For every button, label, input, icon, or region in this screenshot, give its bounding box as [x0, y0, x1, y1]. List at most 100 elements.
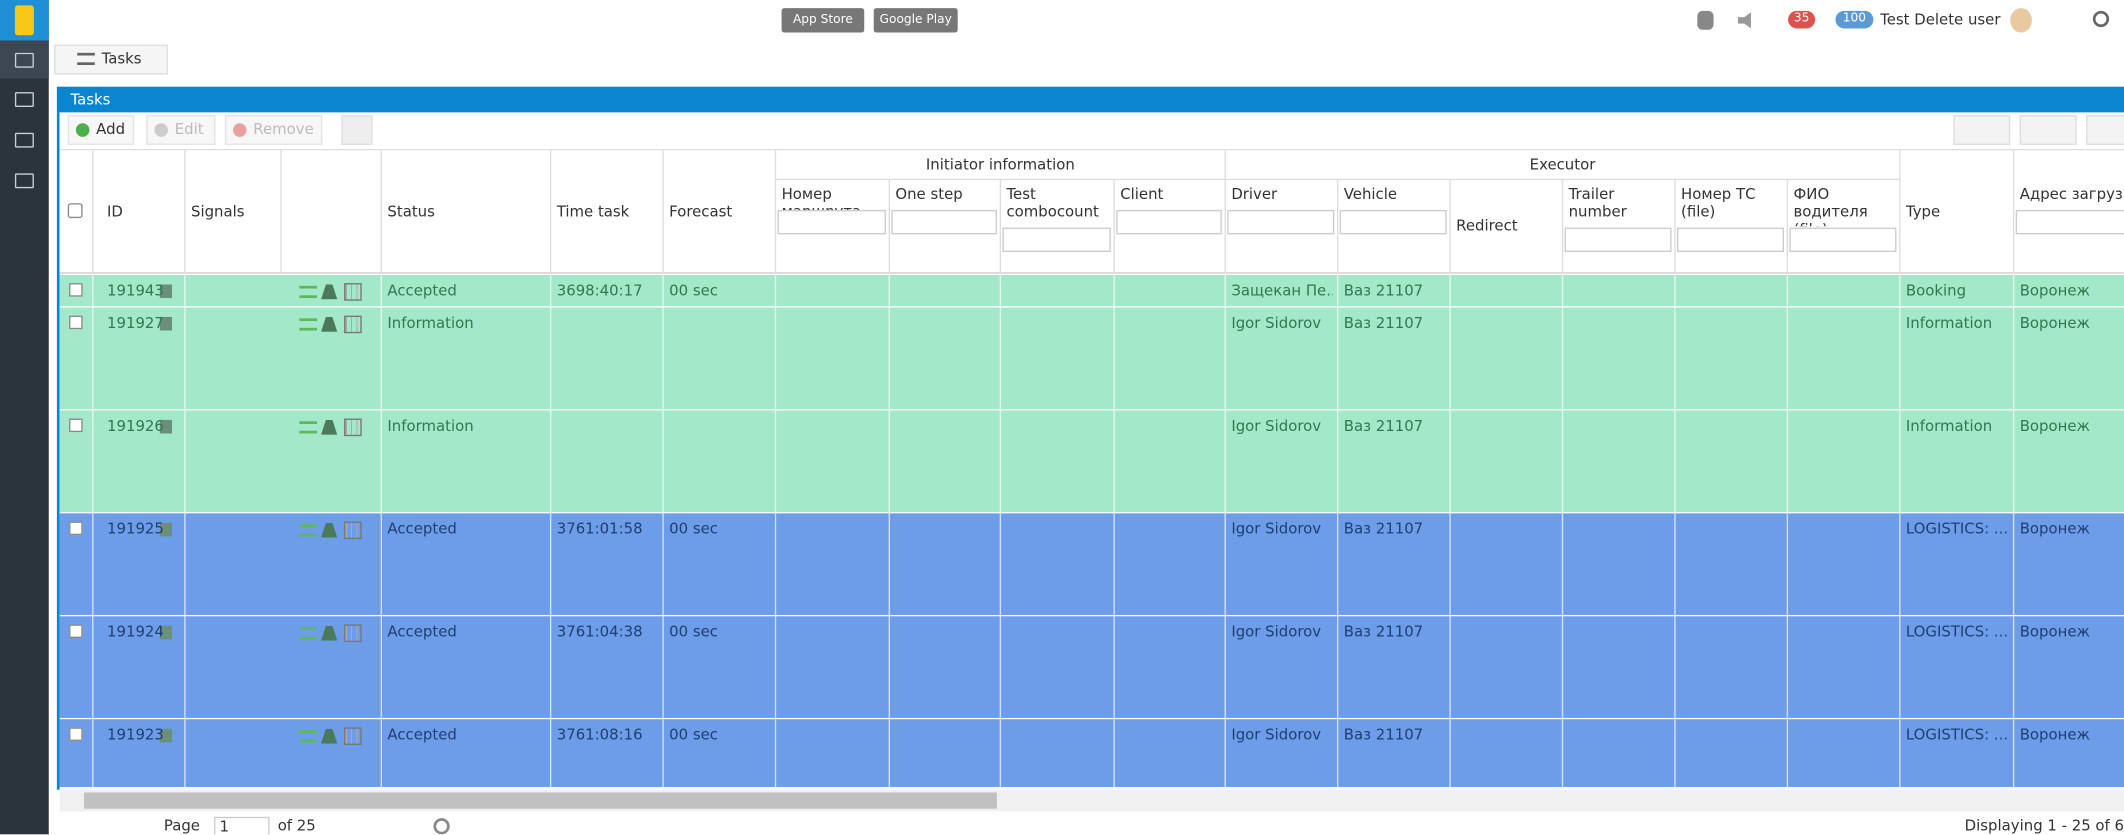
cell-separator — [184, 616, 186, 720]
cell-separator — [1561, 274, 1564, 308]
remove-button[interactable]: Remove — [224, 115, 323, 145]
calc-icon — [344, 283, 362, 301]
copy-icon — [159, 522, 173, 537]
copy-icon — [159, 728, 173, 743]
nav-icon[interactable] — [14, 173, 34, 189]
nav-active — [0, 40, 49, 79]
app-store-badge[interactable]: App Store — [781, 8, 865, 33]
column-separator — [92, 150, 94, 274]
select-all[interactable] — [67, 203, 83, 219]
row-checkbox[interactable] — [69, 418, 83, 433]
column-header[interactable]: Type — [1905, 203, 1941, 221]
filter-input[interactable] — [1789, 227, 1897, 252]
messages-badge[interactable]: 100 — [1835, 10, 1874, 29]
filter-input[interactable] — [1676, 227, 1784, 252]
cell: Воронеж — [2019, 623, 2090, 641]
row-checkbox[interactable] — [69, 315, 83, 330]
tab[interactable]: Tasks — [54, 44, 168, 75]
column-separator — [999, 180, 1002, 274]
notifications-badge[interactable]: 35 — [1788, 10, 1816, 29]
column-header[interactable]: Driver — [1231, 185, 1278, 204]
cell: Ваз 21107 — [1343, 281, 1424, 300]
nav-icon[interactable] — [14, 132, 34, 148]
cell-separator — [1899, 307, 1901, 411]
page-input[interactable]: 1 — [214, 816, 270, 835]
cell-separator — [999, 513, 1002, 617]
column-separator — [1561, 180, 1564, 274]
cell: Ваз 21107 — [1343, 520, 1424, 538]
row-checkbox[interactable] — [69, 727, 83, 741]
column-header[interactable]: Redirect — [1456, 216, 1518, 235]
pager-label: Page — [163, 816, 200, 835]
row-checkbox[interactable] — [69, 283, 83, 297]
group-header: Executor — [1224, 150, 1900, 181]
filter-input[interactable] — [777, 209, 886, 235]
db-icon[interactable] — [1697, 10, 1714, 30]
cell-separator — [1786, 616, 1789, 720]
column-header[interactable]: Status — [387, 203, 435, 221]
column-header[interactable]: Номер ТС (file) — [1681, 185, 1756, 221]
cell-separator — [2012, 513, 2015, 617]
row — [59, 513, 2124, 617]
excel-button[interactable] — [2086, 115, 2124, 145]
row-checkbox[interactable] — [69, 624, 83, 639]
filter-input[interactable] — [1116, 209, 1222, 235]
panel-border — [56, 112, 60, 790]
pager-first[interactable] — [76, 818, 92, 834]
cell-separator — [999, 274, 1002, 308]
user-name[interactable]: Test Delete user — [1880, 10, 2001, 29]
filter-button[interactable] — [341, 115, 373, 145]
column-separator — [888, 180, 890, 274]
cell: 3761:04:38 — [556, 623, 643, 641]
road-icon — [321, 625, 338, 641]
cell-separator — [1786, 274, 1789, 308]
cell-separator — [549, 410, 552, 514]
cell: Booking — [1905, 281, 1967, 300]
column-header[interactable]: Client — [1120, 185, 1164, 204]
import-button[interactable] — [2019, 115, 2077, 145]
column-header[interactable]: Trailer number — [1568, 185, 1627, 221]
cell-separator — [549, 274, 552, 308]
column-header[interactable]: One step — [895, 185, 963, 204]
column-header[interactable]: ID — [107, 203, 123, 221]
calc-icon — [344, 418, 362, 437]
filter-input[interactable] — [1227, 209, 1335, 235]
filter-input[interactable] — [891, 209, 997, 235]
filter-input[interactable] — [2015, 209, 2124, 235]
column-header[interactable]: ФИО водителя (file) — [1793, 185, 1868, 227]
filter-input[interactable] — [1564, 227, 1672, 252]
sound-icon[interactable] — [1737, 12, 1751, 29]
refresh-button[interactable] — [433, 818, 450, 835]
nav-icon[interactable] — [14, 92, 34, 108]
filter-input[interactable] — [1002, 227, 1111, 252]
column-header[interactable]: Vehicle — [1343, 185, 1398, 204]
column-header[interactable]: Test combocount — [1006, 185, 1099, 221]
scroll-thumb[interactable] — [83, 792, 997, 809]
settings-icon — [299, 285, 317, 299]
google-play-badge[interactable]: Google Play — [873, 8, 958, 33]
nav-icon[interactable] — [14, 52, 34, 68]
export-button[interactable] — [1953, 115, 2011, 145]
cell-separator — [1449, 307, 1451, 411]
column-separator — [1786, 180, 1789, 274]
row-checkbox[interactable] — [69, 521, 83, 536]
cell-separator — [1336, 274, 1339, 308]
power-icon[interactable] — [2092, 10, 2110, 28]
cell-separator — [92, 719, 94, 789]
cell: 3761:08:16 — [556, 726, 643, 744]
column-header[interactable]: Signals — [190, 203, 245, 221]
panel-header: Tasks — [56, 86, 2124, 113]
cell-separator — [1336, 307, 1339, 411]
cell-separator — [92, 410, 94, 514]
add-button-icon — [75, 123, 90, 137]
cell: Ваз 21107 — [1343, 417, 1424, 435]
settings-icon — [299, 524, 317, 537]
cell-separator — [888, 719, 890, 789]
column-header[interactable]: Time task — [556, 203, 630, 221]
settings-icon — [299, 627, 317, 640]
column-header[interactable]: Адрес загрузки — [2019, 185, 2124, 204]
cell: Защекан Пе... — [1231, 281, 1333, 300]
cell-separator — [1113, 616, 1115, 720]
column-header[interactable]: Forecast — [669, 203, 733, 221]
filter-input[interactable] — [1339, 209, 1447, 235]
